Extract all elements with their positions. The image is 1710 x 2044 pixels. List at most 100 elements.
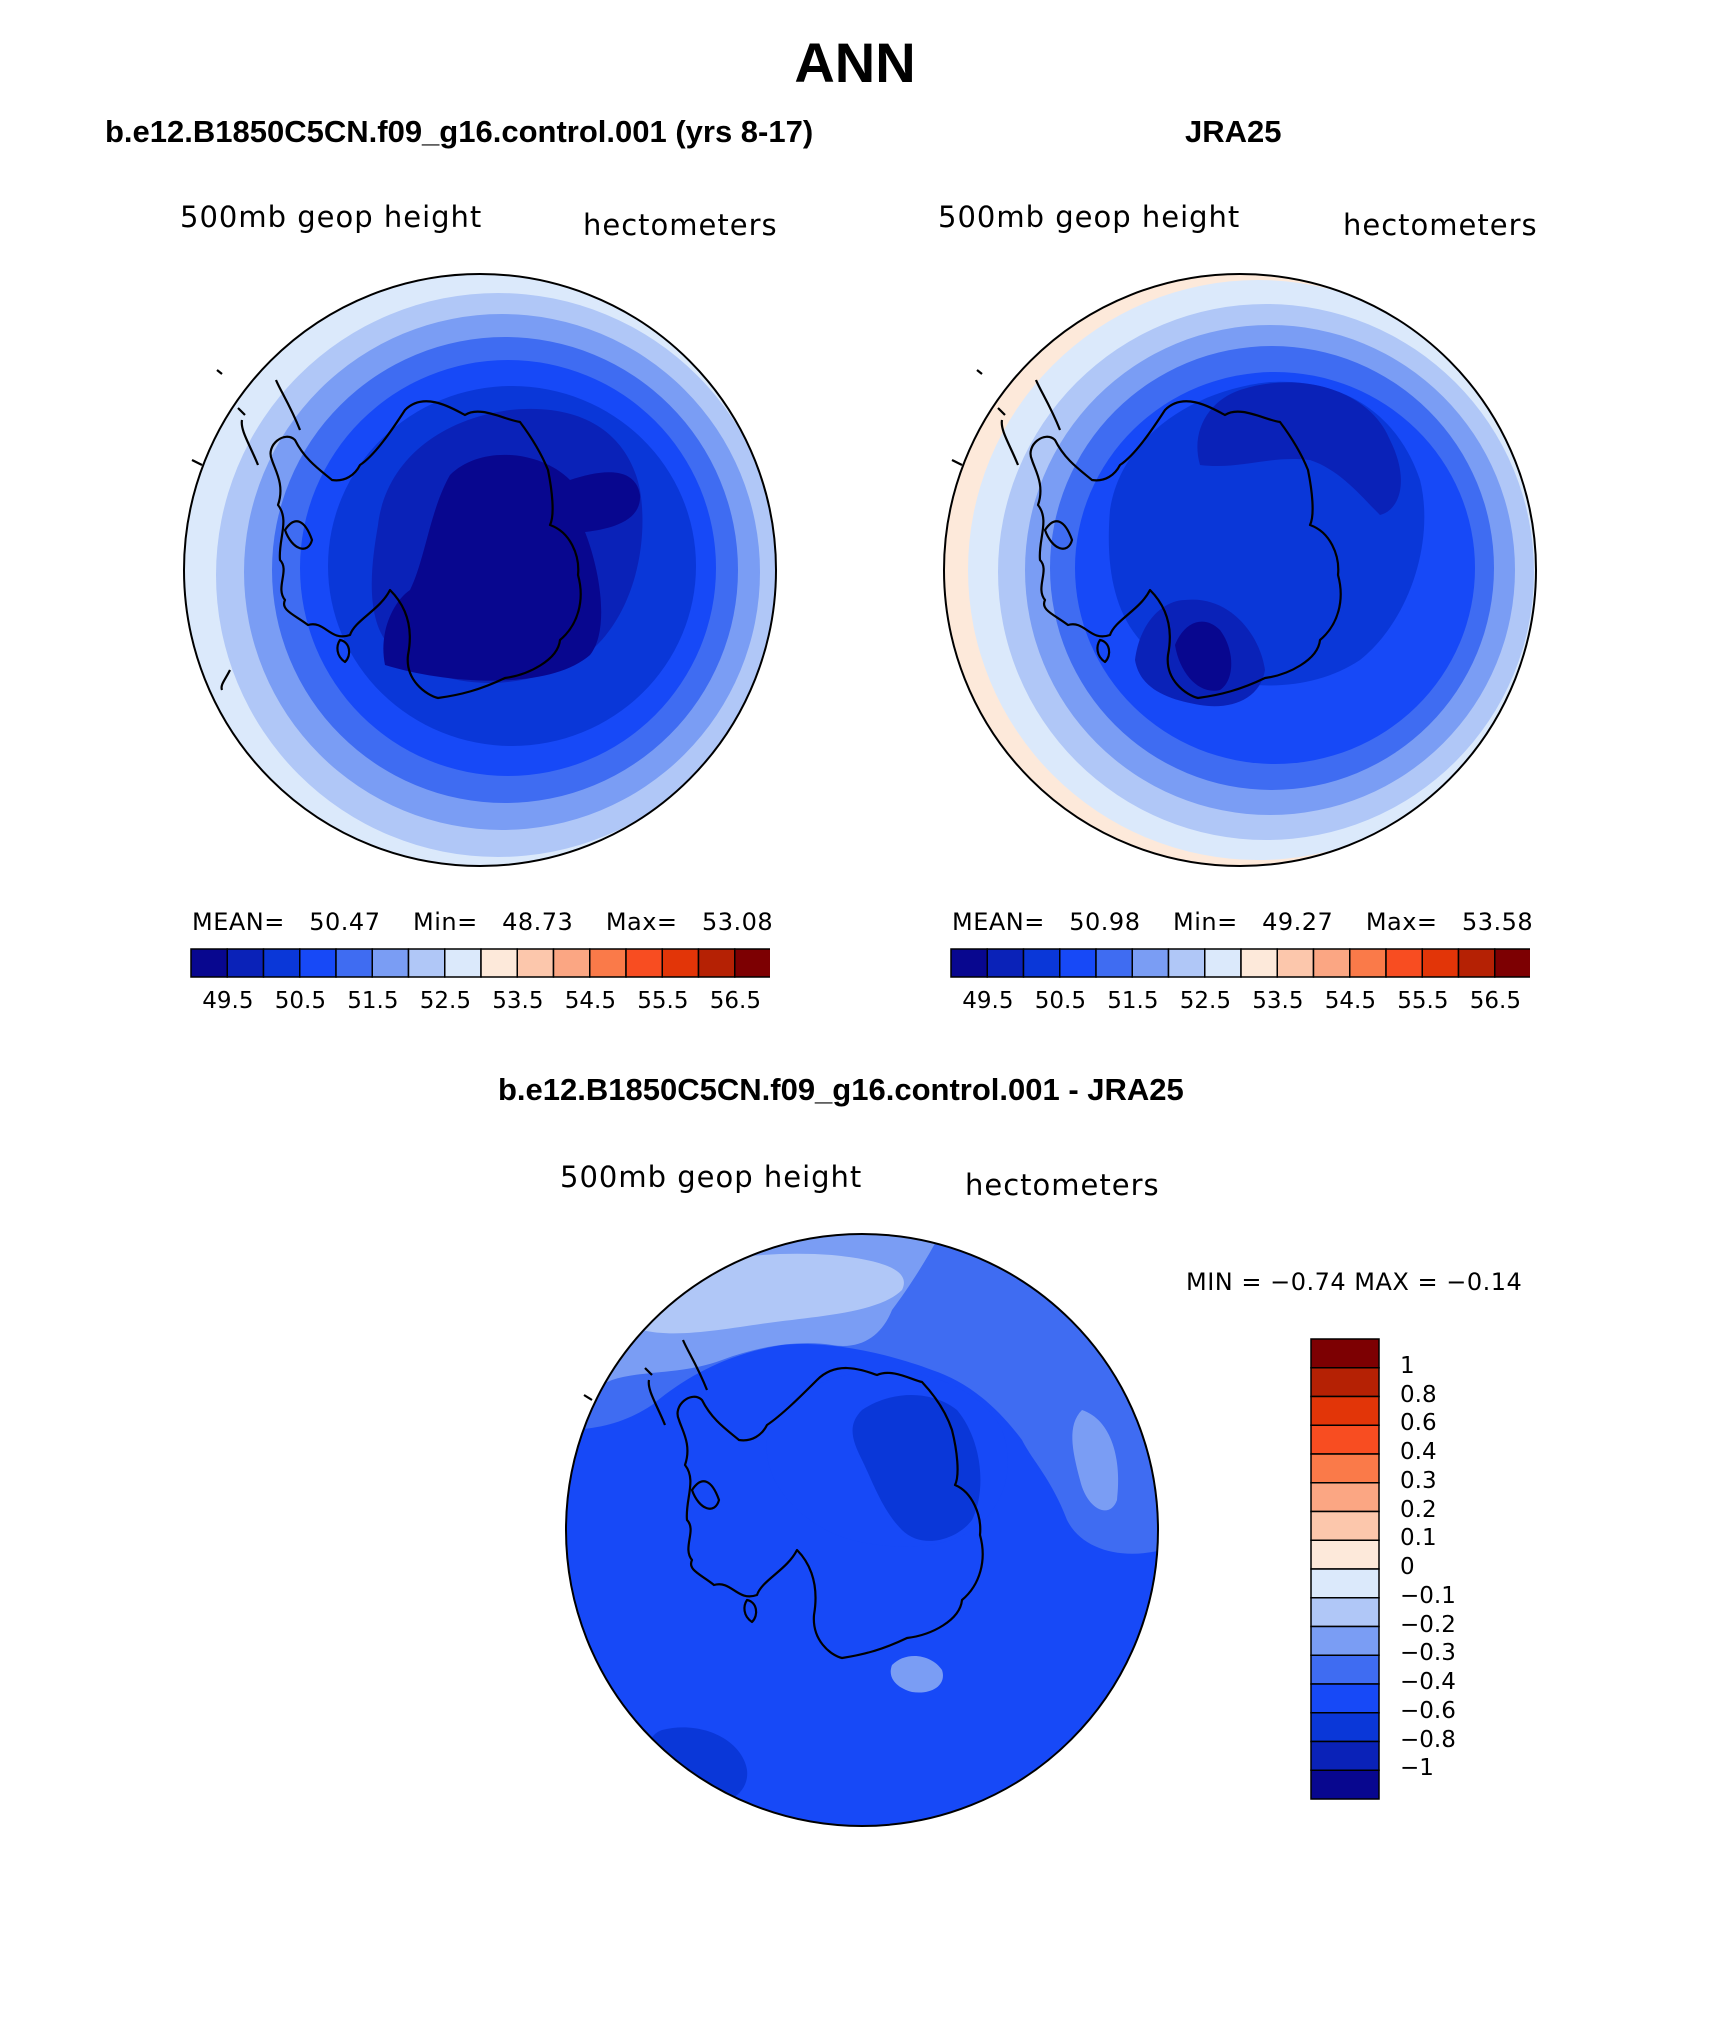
panel-2-colorbar-swatch	[1494, 948, 1530, 978]
panel-3-units-label: hectometers	[965, 1168, 1160, 1202]
panel-2-min-value: 49.27	[1262, 908, 1334, 936]
panel-1-max-label: Max=	[605, 908, 678, 936]
panel-1-colorbar-swatch	[589, 948, 627, 978]
panel-3-colorbar-swatch	[1310, 1367, 1380, 1398]
figure-title: ANN	[794, 31, 916, 94]
panel-3-colorbar-swatch	[1310, 1453, 1380, 1484]
panel-2-max-value: 53.58	[1461, 908, 1534, 936]
panel-3-colorbar-swatch	[1310, 1712, 1380, 1743]
panel-2-mean-value: 50.98	[1069, 908, 1141, 936]
panel-1-colorbar-swatch	[371, 948, 410, 978]
panel-3-colorbar-swatch	[1310, 1482, 1380, 1513]
panel-2-colorbar-tick-label: 55.5	[1397, 988, 1449, 1014]
panel-1-colorbar-tick-label: 54.5	[564, 988, 616, 1014]
panel-2-colorbar-swatch	[1349, 948, 1387, 978]
panel-2-colorbar-ticks: 49.5 50.5 51.5 52.5 53.5 54.5 55.5 56.5	[950, 988, 1530, 1018]
panel-2-polar-map	[943, 273, 1537, 867]
panel-1-polar-map	[183, 273, 777, 867]
panel-1-colorbar-swatch	[190, 948, 228, 978]
panel-2-colorbar-swatch	[1095, 948, 1133, 978]
panel-2-colorbar-tick-label: 50.5	[1034, 988, 1086, 1014]
panel-1-colorbar-swatch	[262, 948, 301, 978]
panel-2-mean-label: MEAN=	[952, 908, 1045, 936]
panel-2-colorbar-tick-label: 53.5	[1252, 988, 1304, 1014]
panel-1-colorbar-tick-label: 56.5	[709, 988, 761, 1014]
panel-3-colorbar-tick-label: −0.2	[1400, 1611, 1456, 1638]
panel-1-colorbar-swatch	[335, 948, 373, 978]
panel-1-colorbar	[190, 948, 770, 978]
panel-3-title: b.e12.B1850C5CN.f09_g16.control.001 - JR…	[498, 1072, 1184, 1107]
panel-1-colorbar-swatch	[226, 948, 265, 978]
panel-2-colorbar-swatch	[1204, 948, 1242, 978]
panel-2-colorbar-swatch	[1131, 948, 1170, 978]
panel-1-min-label: Min=	[412, 908, 478, 936]
panel-3-colorbar-tick-label: −0.1	[1400, 1582, 1456, 1609]
panel-3-colorbar-swatch	[1310, 1510, 1380, 1541]
panel-3-colorbar-tick-label: 0.3	[1400, 1467, 1437, 1494]
panel-2-title: JRA25	[1185, 114, 1282, 149]
panel-2-colorbar-swatch	[1240, 948, 1278, 978]
panel-1-colorbar-swatch	[299, 948, 337, 978]
panel-1-colorbar-swatch	[552, 948, 591, 978]
panel-2-colorbar-swatch	[986, 948, 1025, 978]
panel-3-colorbar-tick-label: 1	[1400, 1352, 1415, 1379]
panel-3-colorbar-tick-label: 0.2	[1400, 1496, 1437, 1523]
panel-1-colorbar-swatch	[407, 948, 446, 978]
panel-1-colorbar-swatch	[661, 948, 700, 978]
panel-3-colorbar-swatch	[1310, 1769, 1380, 1800]
panel-2-colorbar-swatch	[1022, 948, 1061, 978]
panel-1-stats: MEAN= 50.47 Min= 48.73 Max= 53.08	[192, 908, 773, 936]
panel-2-stats: MEAN= 50.98 Min= 49.27 Max= 53.58	[952, 908, 1533, 936]
panel-1-colorbar-tick-label: 53.5	[492, 988, 544, 1014]
panel-3-colorbar-swatch	[1310, 1338, 1380, 1369]
panel-3-colorbar-tick-label: −1	[1400, 1755, 1434, 1782]
panel-2-colorbar-swatch	[1421, 948, 1460, 978]
panel-2-colorbar-tick-label: 54.5	[1324, 988, 1376, 1014]
panel-3-polar-map	[565, 1233, 1159, 1827]
panel-2-colorbar	[950, 948, 1530, 978]
panel-1-colorbar-swatch	[480, 948, 518, 978]
panel-2-colorbar-swatch	[1276, 948, 1315, 978]
panel-1-colorbar-swatch	[697, 948, 736, 978]
panel-3-colorbar-swatch	[1310, 1597, 1380, 1628]
panel-3-minmax: MIN = −0.74 MAX = −0.14	[1186, 1268, 1523, 1296]
panel-1-colorbar-tick-label: 55.5	[637, 988, 689, 1014]
panel-2-colorbar-tick-label: 49.5	[962, 988, 1014, 1014]
panel-3-colorbar-swatch	[1310, 1683, 1380, 1714]
panel-1-colorbar-tick-label: 49.5	[202, 988, 254, 1014]
panel-2-variable-label: 500mb geop height	[938, 200, 1241, 234]
panel-3-colorbar-ticks: 1 0.8 0.6 0.4 0.3 0.2 0.1 0 −0.1 −0.2 −0.3 −0.4 −0.6…	[1400, 1338, 1520, 1800]
panel-2-colorbar-tick-label: 51.5	[1107, 988, 1159, 1014]
panel-3-colorbar-tick-label: 0.4	[1400, 1439, 1437, 1465]
panel-1-max-value: 53.08	[701, 908, 774, 936]
panel-3-colorbar-swatch	[1310, 1625, 1380, 1656]
panel-1-colorbar-tick-label: 51.5	[347, 988, 399, 1014]
panel-2-colorbar-swatch	[1167, 948, 1206, 978]
panel-2-colorbar-swatch	[1385, 948, 1423, 978]
panel-3-colorbar-tick-label: −0.6	[1400, 1697, 1456, 1724]
panel-1-colorbar-tick-label: 50.5	[274, 988, 326, 1014]
panel-1-colorbar-ticks: 49.5 50.5 51.5 52.5 53.5 54.5 55.5 56.5	[190, 988, 770, 1018]
panel-3-colorbar-tick-label: 0	[1400, 1554, 1415, 1580]
panel-3-colorbar-swatch	[1310, 1740, 1380, 1771]
panel-1-mean-label: MEAN=	[192, 908, 285, 936]
panel-2-max-label: Max=	[1365, 908, 1438, 936]
panel-1-min-value: 48.73	[502, 908, 574, 936]
panel-2-colorbar-swatch	[1059, 948, 1097, 978]
panel-3-variable-label: 500mb geop height	[560, 1160, 863, 1194]
panel-1-colorbar-swatch	[625, 948, 663, 978]
panel-1-colorbar-tick-label: 52.5	[419, 988, 471, 1014]
panel-1-title: b.e12.B1850C5CN.f09_g16.control.001 (yrs…	[105, 114, 814, 149]
panel-3-colorbar-swatch	[1310, 1424, 1380, 1455]
panel-1-colorbar-swatch	[734, 948, 770, 978]
panel-2-colorbar-swatch	[950, 948, 988, 978]
panel-1-variable-label: 500mb geop height	[180, 200, 483, 234]
panel-3-colorbar-tick-label: 0.8	[1400, 1381, 1437, 1408]
panel-3-colorbar-swatch	[1310, 1539, 1380, 1570]
panel-1-mean-value: 50.47	[309, 908, 381, 936]
panel-1-units-label: hectometers	[583, 208, 778, 242]
panel-2-colorbar-swatch	[1312, 948, 1351, 978]
panel-2-units-label: hectometers	[1343, 208, 1538, 242]
panel-2-colorbar-swatch	[1457, 948, 1496, 978]
panel-1-colorbar-swatch	[444, 948, 482, 978]
